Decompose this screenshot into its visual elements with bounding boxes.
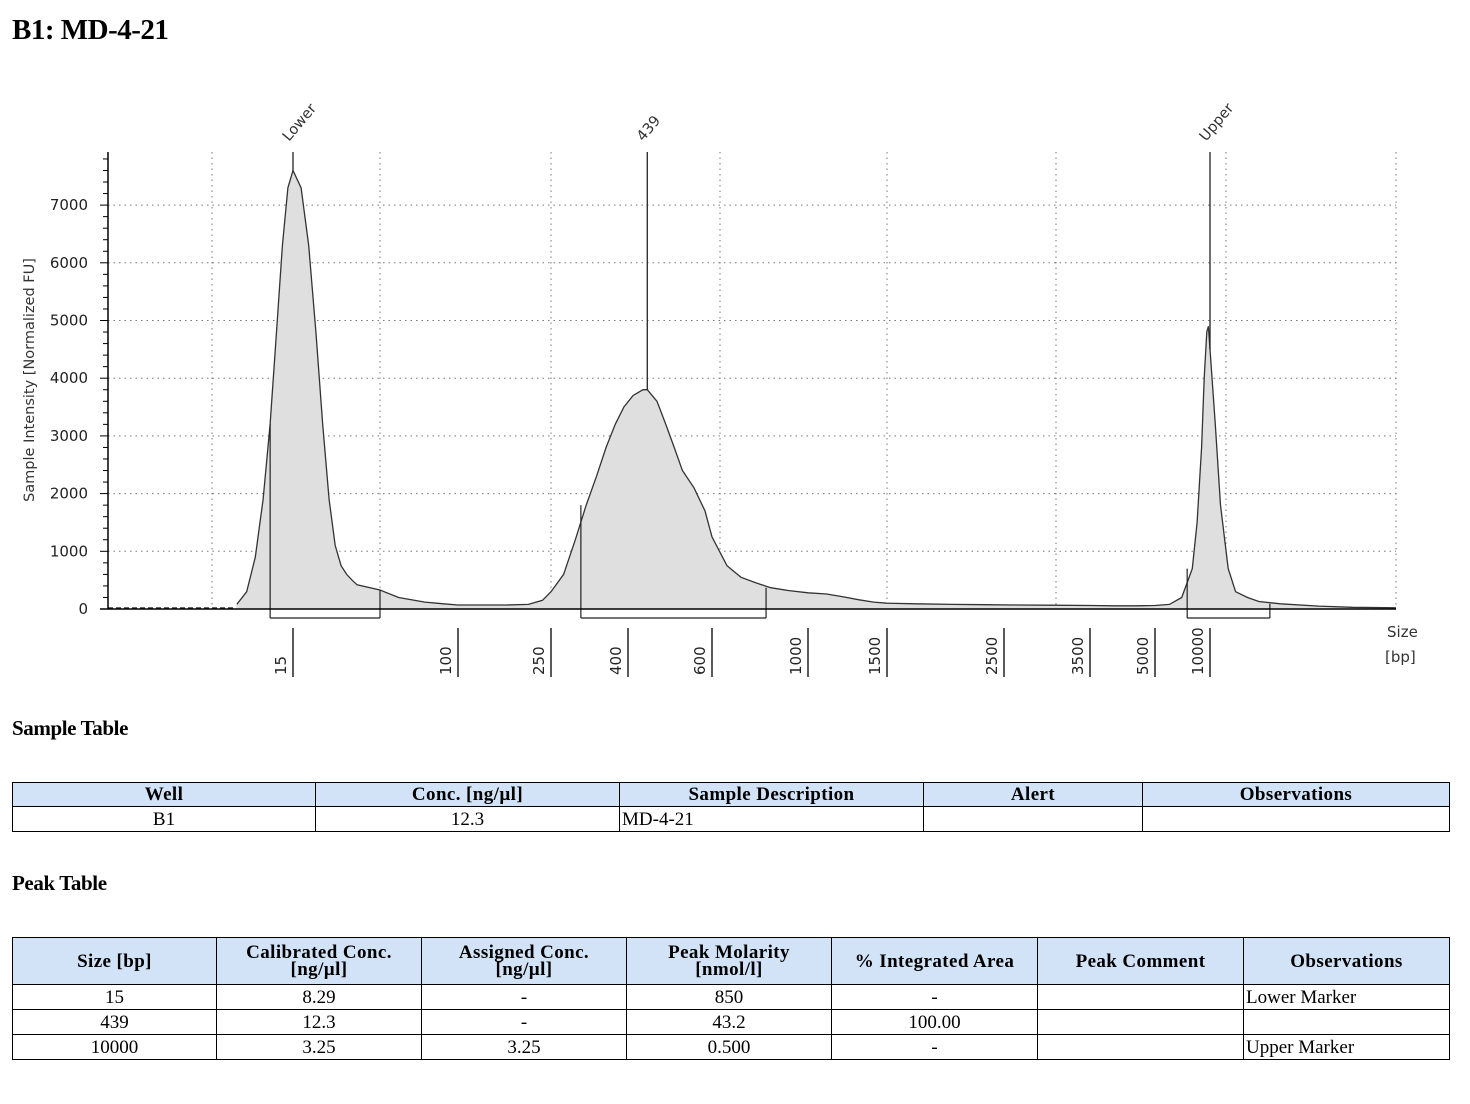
table-cell: 10000: [12, 1034, 217, 1060]
header-line: Assigned Conc.: [458, 942, 590, 963]
peak-col-header: Peak Comment: [1037, 937, 1244, 985]
peak-label: Upper: [1197, 101, 1238, 145]
table-cell: B1: [12, 806, 316, 832]
x-tick-label: 600: [691, 646, 709, 675]
table-cell: Lower Marker: [1243, 984, 1450, 1010]
header-line: [ng/µl]: [290, 959, 348, 980]
x-tick-label: 5000: [1134, 637, 1152, 675]
peak-table: Size [bp] Calibrated Conc. [ng/µl] Assigned…: [12, 937, 1450, 1060]
y-tick-label: 5000: [50, 312, 88, 330]
peak-col-header: Calibrated Conc. [ng/µl]: [216, 937, 422, 985]
table-cell: 850: [626, 984, 832, 1010]
table-cell: MD-4-21: [619, 806, 924, 832]
y-tick-label: 1000: [50, 542, 88, 560]
header-line: [ng/µl]: [495, 959, 553, 980]
x-tick-label: 15: [272, 656, 290, 675]
table-cell: 15: [12, 984, 217, 1010]
y-tick-label: 6000: [50, 254, 88, 272]
header-line: % Integrated Area: [854, 950, 1015, 972]
sample-table-title: Sample Table: [12, 716, 128, 740]
header-line: Peak Comment: [1075, 950, 1206, 972]
header-line: Observations: [1290, 950, 1403, 972]
header-line: Peak Molarity: [668, 942, 790, 963]
sample-col-header: Observations: [1142, 782, 1450, 807]
header-line: Size [bp]: [77, 950, 152, 972]
x-tick-label: 1500: [866, 637, 884, 675]
peak-table-header-row: Size [bp] Calibrated Conc. [ng/µl] Assigned…: [12, 937, 1450, 985]
table-cell: 100.00: [831, 1009, 1038, 1035]
series-area: [236, 170, 1396, 609]
table-cell: 8.29: [216, 984, 422, 1010]
table-row: 439 12.3-43.2 100.00: [12, 1009, 1450, 1035]
table-cell: 0.500: [626, 1034, 832, 1060]
table-cell: 439: [12, 1009, 217, 1035]
x-tick-label: 3500: [1069, 637, 1087, 675]
header-line: [nmol/l]: [695, 959, 763, 980]
peak-col-header: Size [bp]: [12, 937, 217, 985]
peak-label: Lower: [280, 101, 320, 145]
sample-col-header: Conc. [ng/µl]: [315, 782, 620, 807]
page-title: B1: MD-4-21: [12, 14, 169, 46]
table-cell: -: [421, 1009, 627, 1035]
table-cell: 3.25: [216, 1034, 422, 1060]
sample-table: Well Conc. [ng/µl] Sample Description Alert…: [12, 782, 1450, 832]
table-cell: [1243, 1009, 1450, 1035]
table-cell: -: [831, 1034, 1038, 1060]
peak-table-title: Peak Table: [12, 871, 107, 895]
peak-label: 439: [634, 113, 664, 144]
peak-col-header: Peak Molarity [nmol/l]: [626, 937, 832, 985]
table-cell: 43.2: [626, 1009, 832, 1035]
table-cell: -: [831, 984, 1038, 1010]
table-row: 15 8.29-850- Lower Marker: [12, 984, 1450, 1010]
sample-table-header-row: Well Conc. [ng/µl] Sample Description Alert…: [12, 782, 1450, 807]
table-cell: [1037, 984, 1244, 1010]
x-tick-label: 100: [437, 646, 455, 675]
electropherogram-chart: 0 1000 2000 3000 4000 5000 6000 7000 Sample Inte…: [22, 101, 1418, 677]
table-row: 10000 3.25 3.25 0.500- Upper Marker: [12, 1034, 1450, 1060]
y-tick-label: 4000: [50, 369, 88, 387]
table-cell: [1142, 806, 1450, 832]
x-axis-unit: [bp]: [1385, 648, 1416, 666]
y-tick-label: 0: [78, 600, 88, 618]
sample-col-header: Alert: [923, 782, 1143, 807]
x-tick-label: 400: [607, 646, 625, 675]
table-cell: 12.3: [216, 1009, 422, 1035]
y-tick-label: 3000: [50, 427, 88, 445]
y-tick-label: 2000: [50, 485, 88, 503]
table-cell: -: [421, 984, 627, 1010]
table-row: B1 12.3 MD-4-21: [12, 806, 1450, 832]
peak-col-header: Observations: [1243, 937, 1450, 985]
table-cell: [1037, 1009, 1244, 1035]
x-tick-label: 250: [530, 646, 548, 675]
table-cell: Upper Marker: [1243, 1034, 1450, 1060]
x-tick-label: 1000: [787, 637, 805, 675]
table-cell: [923, 806, 1143, 832]
sample-col-header: Sample Description: [619, 782, 924, 807]
sample-col-header: Well: [12, 782, 316, 807]
table-cell: 3.25: [421, 1034, 627, 1060]
x-tick-label: 10000: [1189, 627, 1207, 675]
series-line: [236, 168, 1397, 609]
y-axis-label: Sample Intensity [Normalized FU]: [22, 258, 38, 502]
x-axis-label: Size: [1387, 623, 1418, 641]
header-line: Calibrated Conc.: [246, 942, 392, 963]
x-tick-label: 2500: [983, 637, 1001, 675]
peak-col-header: % Integrated Area: [831, 937, 1038, 985]
peak-col-header: Assigned Conc. [ng/µl]: [421, 937, 627, 985]
table-cell: [1037, 1034, 1244, 1060]
table-cell: 12.3: [315, 806, 620, 832]
y-tick-label: 7000: [50, 196, 88, 214]
